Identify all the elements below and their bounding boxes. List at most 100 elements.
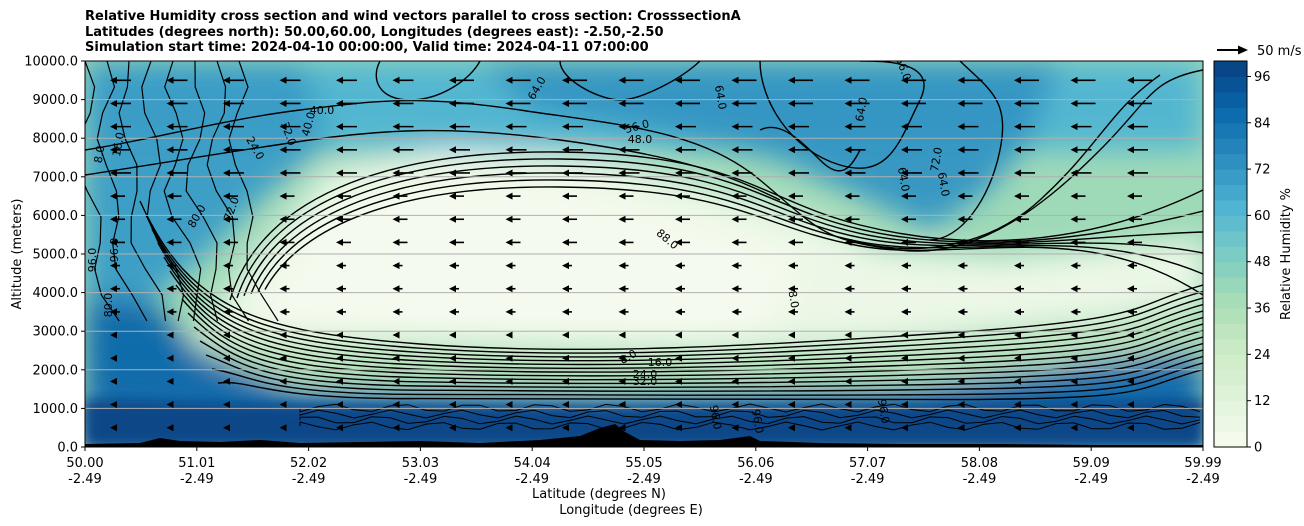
wind-arrow-head: [505, 331, 513, 339]
contour-label-10: 64.0: [853, 96, 870, 122]
wind-arrow: [223, 331, 230, 339]
wind-arrow-head: [1070, 215, 1078, 223]
wind-arrow-head: [1127, 401, 1134, 409]
x-tick-label-lon-3: -2.49: [404, 472, 438, 487]
wind-arrow-head: [562, 377, 569, 385]
wind-arrow: [844, 262, 855, 270]
wind-arrow: [223, 262, 233, 270]
wind-arrow: [279, 123, 301, 131]
wind-arrow-head: [731, 424, 739, 432]
wind-arrow: [901, 99, 926, 107]
colorbar-band-13: [1214, 230, 1247, 247]
wind-arrow-head: [1127, 169, 1134, 177]
wind-arrow: [1014, 424, 1021, 432]
wind-arrow: [449, 354, 456, 362]
wind-arrow: [562, 169, 583, 177]
wind-arrow: [731, 308, 742, 316]
wind-arrow: [336, 354, 343, 362]
wind-arrow: [562, 192, 577, 200]
wind-arrow-head: [901, 146, 908, 154]
wind-arrow: [675, 401, 682, 409]
wind-arrow: [731, 377, 739, 385]
wind-arrow-head: [1014, 377, 1021, 385]
wind-arrow-head: [562, 308, 569, 316]
wind-arrow: [675, 146, 696, 154]
wind-arrow-head: [675, 215, 682, 223]
wind-arrow-head: [844, 99, 852, 107]
wind-arrow: [957, 262, 968, 270]
wind-arrow-head: [957, 99, 965, 107]
wind-arrow-head: [392, 377, 400, 385]
wind-arrow: [279, 215, 295, 223]
wind-arrow: [1070, 238, 1086, 246]
wind-arrow: [392, 377, 400, 385]
wind-arrow: [392, 76, 414, 84]
wind-arrow: [505, 215, 521, 223]
wind-arrow-head: [844, 146, 852, 154]
colorbar-band-18: [1214, 153, 1247, 170]
wind-arrow: [223, 76, 244, 84]
wind-arrow-head: [788, 354, 795, 362]
wind-arrow-head: [957, 123, 965, 131]
wind-arrow-head: [449, 169, 456, 177]
wind-arrow-head: [336, 262, 343, 270]
wind-arrow: [279, 146, 301, 154]
wind-arrow: [1014, 169, 1035, 177]
wind-arrow-head: [1070, 285, 1078, 293]
chart-title-line-3: Simulation start time: 2024-04-10 00:00:…: [85, 40, 649, 55]
wind-arrow-head: [788, 377, 795, 385]
wind-arrow: [1014, 192, 1029, 200]
wind-arrow-head: [618, 354, 626, 362]
contour-label-6: 40.0: [299, 111, 318, 138]
wind-arrow: [675, 377, 682, 385]
wind-arrow: [562, 262, 572, 270]
colorbar-band-1: [1214, 416, 1247, 433]
colorbar-band-19: [1214, 138, 1247, 155]
wind-arrow-head: [166, 238, 174, 246]
contour-lower-5: [169, 270, 1203, 369]
wind-arrow-head: [788, 262, 795, 270]
wind-arrow-head: [1070, 377, 1078, 385]
wind-arrow-head: [505, 377, 513, 385]
wind-arrow: [675, 354, 682, 362]
contour-west-0: [85, 61, 120, 322]
wind-arrow: [731, 76, 757, 84]
wind-arrow: [618, 123, 640, 131]
wind-arrow-head: [166, 192, 174, 200]
wind-arrow-head: [223, 192, 230, 200]
wind-arrow: [392, 262, 403, 270]
colorbar-band-8: [1214, 308, 1247, 324]
x-axis-label: Latitude (degrees N): [532, 487, 666, 502]
wind-arrow-head: [788, 308, 795, 316]
y-tick-label-10: 10000.0: [24, 55, 78, 70]
wind-arrow: [110, 262, 120, 270]
wind-arrow: [505, 99, 531, 107]
wind-arrow: [618, 401, 626, 409]
colorbar-band-21: [1214, 107, 1247, 124]
wind-arrow-head: [166, 331, 174, 339]
colorbar-band-10: [1214, 277, 1247, 294]
wind-arrow: [1070, 123, 1092, 131]
wind-arrow: [1127, 146, 1148, 154]
wind-arrow-head: [957, 308, 965, 316]
wind-arrow: [901, 308, 911, 316]
chart-title-line-2: Latitudes (degrees north): 50.00,60.00, …: [85, 24, 664, 40]
contour-label-11: 64.0: [895, 166, 912, 192]
wind-arrow-head: [731, 308, 739, 316]
quiver-key-label: 50 m/s: [1257, 44, 1302, 59]
wind-arrow: [223, 146, 244, 154]
wind-arrow-head: [957, 262, 965, 270]
wind-arrow: [731, 146, 753, 154]
wind-arrow-head: [110, 99, 117, 107]
wind-arrow-head: [957, 377, 965, 385]
wind-arrow-head: [901, 215, 908, 223]
wind-arrow: [844, 76, 870, 84]
colorbar-tick-label-1: 12: [1254, 394, 1271, 409]
wind-arrow-head: [1014, 192, 1021, 200]
wind-arrow-head: [392, 331, 400, 339]
wind-arrow-head: [336, 424, 343, 432]
colorbar-band-9: [1214, 292, 1247, 309]
colorbar-band-6: [1214, 338, 1247, 355]
colorbar-band-23: [1214, 76, 1247, 93]
wind-arrow-head: [110, 169, 117, 177]
